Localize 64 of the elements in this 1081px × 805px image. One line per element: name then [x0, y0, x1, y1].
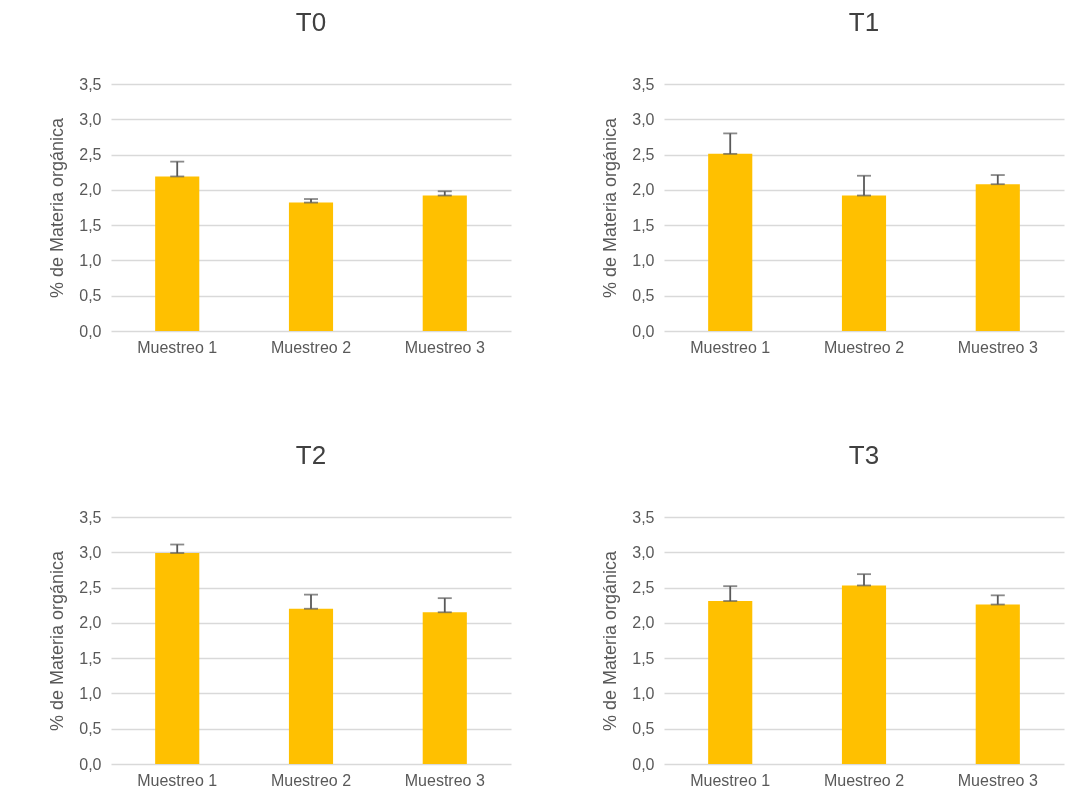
bar	[422, 195, 467, 331]
x-tick-label: Muestreo 3	[957, 338, 1038, 356]
x-tick-label: Muestreo 3	[404, 771, 485, 789]
bar	[841, 195, 887, 331]
y-tick-label: 3,5	[79, 75, 102, 93]
y-tick-label: 2,5	[79, 579, 102, 597]
y-tick-label: 2,0	[79, 614, 102, 632]
y-tick-label: 1,0	[632, 684, 655, 702]
y-tick-label: 2,0	[79, 181, 102, 199]
bar	[288, 202, 334, 331]
y-tick-label: 2,5	[632, 146, 655, 164]
y-tick-label: 0,5	[632, 287, 655, 305]
y-tick-label: 0,5	[632, 720, 655, 738]
y-tick-label: 3,0	[79, 110, 102, 128]
y-tick-label: 0,5	[79, 287, 102, 305]
y-tick-label: 3,5	[79, 508, 102, 526]
y-tick-label: 0,0	[79, 322, 102, 340]
chart-title: T2	[295, 440, 327, 470]
y-tick-label: 2,0	[632, 181, 655, 199]
y-axis-title: % de Materia orgánica	[47, 116, 68, 299]
y-tick-label: 2,5	[632, 579, 655, 597]
bar	[155, 176, 200, 331]
y-tick-label: 1,5	[632, 649, 655, 667]
y-tick-label: 1,0	[79, 251, 102, 269]
x-tick-label: Muestreo 2	[823, 338, 905, 356]
x-tick-label: Muestreo 1	[690, 338, 771, 356]
y-tick-label: 3,5	[632, 75, 655, 93]
y-tick-label: 0,0	[79, 755, 102, 773]
y-axis-title: % de Materia orgánica	[47, 549, 68, 732]
y-tick-label: 3,0	[632, 110, 655, 128]
y-tick-label: 2,0	[632, 614, 655, 632]
x-tick-label: Muestreo 1	[690, 771, 771, 789]
y-tick-label: 0,0	[632, 755, 655, 773]
y-tick-label: 2,5	[79, 146, 102, 164]
bar	[975, 184, 1020, 331]
bar	[422, 612, 467, 764]
x-tick-label: Muestreo 1	[137, 771, 218, 789]
y-tick-label: 3,0	[79, 543, 102, 561]
x-tick-label: Muestreo 2	[270, 771, 352, 789]
bar	[155, 552, 200, 764]
chart-title: T1	[848, 7, 880, 37]
bar	[708, 600, 753, 764]
bar	[708, 153, 753, 331]
chart-title: T0	[295, 7, 327, 37]
y-tick-label: 3,0	[632, 543, 655, 561]
y-tick-label: 1,5	[79, 649, 102, 667]
bar	[841, 585, 887, 764]
y-tick-label: 0,5	[79, 720, 102, 738]
x-tick-label: Muestreo 1	[137, 338, 218, 356]
y-tick-label: 1,0	[632, 251, 655, 269]
x-tick-label: Muestreo 2	[270, 338, 352, 356]
y-tick-label: 0,0	[632, 322, 655, 340]
y-axis-title: % de Materia orgánica	[600, 549, 621, 732]
x-tick-label: Muestreo 3	[957, 771, 1038, 789]
y-axis-title: % de Materia orgánica	[600, 116, 621, 299]
y-tick-label: 1,5	[632, 216, 655, 234]
y-tick-label: 1,5	[79, 216, 102, 234]
y-tick-label: 1,0	[79, 684, 102, 702]
bar	[288, 608, 334, 764]
x-tick-label: Muestreo 2	[823, 771, 905, 789]
chart-title: T3	[848, 440, 880, 470]
bar	[975, 604, 1020, 764]
y-tick-label: 3,5	[632, 508, 655, 526]
x-tick-label: Muestreo 3	[404, 338, 485, 356]
